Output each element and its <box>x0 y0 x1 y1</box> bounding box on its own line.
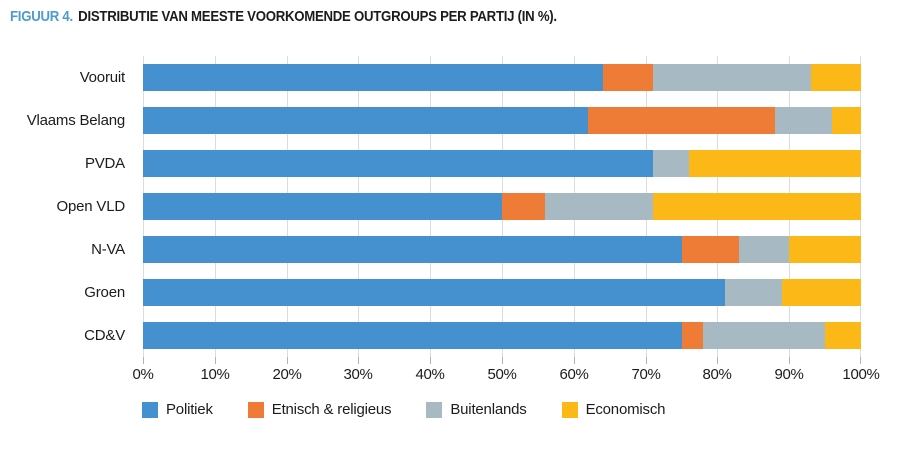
legend-label: Buitenlands <box>450 401 527 418</box>
axis-tick-label: 30% <box>343 366 373 383</box>
axis-tick <box>215 357 216 364</box>
axis-tick <box>430 357 431 364</box>
axis-tick-label: 60% <box>559 366 589 383</box>
bar-row <box>143 99 861 142</box>
stacked-bar-groen <box>143 279 861 306</box>
legend-item: Etnisch & religieus <box>247 401 392 418</box>
bar-segment-etnisch-religieus <box>502 193 546 220</box>
legend-swatch-icon <box>247 401 264 418</box>
legend-swatch-icon <box>426 401 443 418</box>
bar-segment-etnisch-religieus <box>681 236 739 263</box>
axis-tick <box>860 357 861 364</box>
bar-segment-economisch <box>652 193 861 220</box>
axis-tick <box>646 357 647 364</box>
axis-tick <box>143 357 144 364</box>
bar-row <box>143 314 861 357</box>
category-label: Open VLD <box>56 198 126 215</box>
axis-tick-label: 20% <box>272 366 302 383</box>
axis-tick <box>789 357 790 364</box>
chart-title: FIGUUR 4. DISTRIBUTIE VAN MEESTE VOORKOME… <box>10 8 557 25</box>
bar-row <box>143 56 861 99</box>
axis-tick <box>502 357 503 364</box>
bar-segment-etnisch-religieus <box>681 322 704 349</box>
legend-item: Economisch <box>561 401 666 418</box>
legend-label: Economisch <box>585 401 666 418</box>
category-label: N-VA <box>91 241 125 258</box>
bar-segment-etnisch-religieus <box>602 64 653 91</box>
legend: Politiek Etnisch & religieus Buitenlands Ec… <box>142 401 665 418</box>
bar-segment-economisch <box>825 322 861 349</box>
category-label: Vlaams Belang <box>26 112 125 129</box>
category-label: CD&V <box>84 327 125 344</box>
bar-segment-buitenlands <box>703 322 826 349</box>
axis-tick-label: 0% <box>132 366 154 383</box>
axis-tick-label: 100% <box>842 366 880 383</box>
bar-segment-buitenlands <box>724 279 783 306</box>
legend-swatch-icon <box>561 401 578 418</box>
axis-tick <box>358 357 359 364</box>
bar-segment-buitenlands <box>652 64 811 91</box>
bar-segment-economisch <box>810 64 861 91</box>
x-axis-ticks <box>143 357 861 364</box>
bar-row <box>143 228 861 271</box>
category-axis: Vooruit Vlaams Belang PVDA Open VLD N-VA Groe… <box>0 56 143 357</box>
chart-title-text: DISTRIBUTIE VAN MEESTE VOORKOMENDE OUTGR… <box>78 8 557 25</box>
bar-segment-buitenlands <box>545 193 653 220</box>
bar-rows <box>143 56 861 357</box>
axis-tick-label: 70% <box>631 366 661 383</box>
plot-area <box>143 56 861 357</box>
bar-segment-politiek <box>143 64 603 91</box>
bar-segment-politiek <box>143 236 682 263</box>
bar-segment-politiek <box>143 322 682 349</box>
legend-swatch-icon <box>142 401 158 418</box>
bar-segment-economisch <box>688 150 861 177</box>
stacked-bar-n-va <box>143 236 861 263</box>
bar-segment-buitenlands <box>738 236 790 263</box>
axis-tick-label: 80% <box>702 366 732 383</box>
stacked-bar-cd-v <box>143 322 861 349</box>
bar-segment-politiek <box>143 279 725 306</box>
bar-segment-politiek <box>143 150 653 177</box>
stacked-bar-vooruit <box>143 64 861 91</box>
stacked-bar-vlaams-belang <box>143 107 861 134</box>
stacked-bar-open-vld <box>143 193 861 220</box>
bar-segment-economisch <box>782 279 861 306</box>
axis-tick <box>287 357 288 364</box>
axis-tick-label: 50% <box>487 366 517 383</box>
bar-segment-buitenlands <box>652 150 689 177</box>
bar-segment-economisch <box>832 107 861 134</box>
axis-tick-label: 10% <box>200 366 230 383</box>
bar-segment-politiek <box>143 107 589 134</box>
legend-item: Buitenlands <box>426 401 527 418</box>
bar-segment-politiek <box>143 193 502 220</box>
legend-label: Etnisch & religieus <box>271 401 392 418</box>
bar-segment-buitenlands <box>774 107 833 134</box>
bar-segment-economisch <box>789 236 861 263</box>
category-label: PVDA <box>84 155 125 172</box>
axis-tick <box>717 357 718 364</box>
legend-item: Politiek <box>142 401 213 418</box>
bar-row <box>143 142 861 185</box>
axis-tick-label: 40% <box>415 366 445 383</box>
axis-tick <box>574 357 575 364</box>
category-label: Groen <box>84 284 125 301</box>
x-axis-labels: 0% 10% 20% 30% 40% 50% 60% 70% 80% 90% 100% <box>132 366 879 386</box>
stacked-bar-pvda <box>143 150 861 177</box>
bar-row <box>143 271 861 314</box>
bar-segment-etnisch-religieus <box>588 107 775 134</box>
category-label: Vooruit <box>79 69 126 86</box>
legend-label: Politiek <box>166 401 213 418</box>
bar-row <box>143 185 861 228</box>
axis-tick-label: 90% <box>774 366 804 383</box>
chart-title-prefix: FIGUUR 4. <box>10 8 73 25</box>
